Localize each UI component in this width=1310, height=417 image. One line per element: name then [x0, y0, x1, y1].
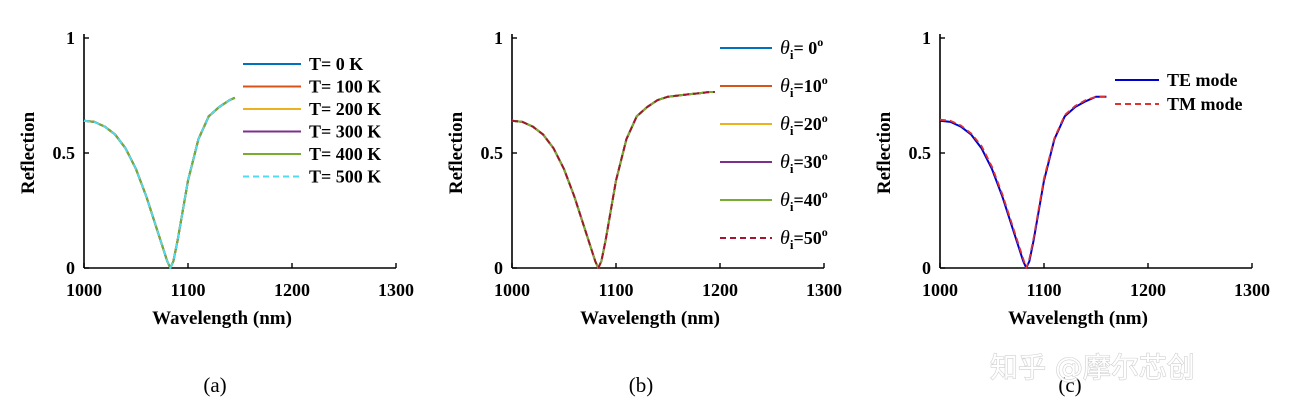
series-line [511, 91, 715, 269]
x-tick-label: 1000 [66, 280, 102, 300]
x-tick-label: 1200 [1130, 280, 1166, 300]
y-tick-label: 1 [494, 28, 503, 48]
y-tick-label: 0 [922, 258, 931, 278]
legend-label: T= 500 K [309, 167, 381, 187]
legend-label: T= 200 K [309, 99, 381, 119]
y-axis-label: Reflection [18, 111, 39, 194]
legend-label: θi= 0o [780, 35, 823, 62]
y-axis-label: Reflection [874, 111, 895, 194]
series-line [511, 91, 715, 269]
y-tick-label: 0 [66, 258, 75, 278]
x-tick-label: 1300 [1234, 280, 1270, 300]
y-tick-label: 0.5 [909, 143, 932, 163]
x-tick-label: 1000 [922, 280, 958, 300]
x-axis-label: Wavelength (nm) [152, 308, 292, 329]
x-tick-label: 1200 [274, 280, 310, 300]
series-line [511, 91, 715, 269]
y-tick-label: 0.5 [53, 143, 76, 163]
legend-label: θi=50o [780, 225, 828, 252]
series-line [939, 95, 1107, 269]
panel-caption: (b) [629, 373, 654, 397]
series-line [83, 96, 236, 269]
legend-label: θi=20o [780, 111, 828, 138]
x-tick-label: 1100 [170, 280, 205, 300]
y-tick-label: 0.5 [481, 143, 504, 163]
x-tick-label: 1200 [702, 280, 738, 300]
x-tick-label: 1000 [494, 280, 530, 300]
x-axis-label: Wavelength (nm) [1008, 308, 1148, 329]
y-axis-label: Reflection [446, 111, 467, 194]
series-line [83, 96, 236, 269]
legend-label: T= 400 K [309, 144, 381, 164]
panel-caption: (c) [1058, 373, 1081, 397]
legend-label: θi=40o [780, 187, 828, 214]
legend-label: T= 300 K [309, 122, 381, 142]
y-tick-label: 0 [494, 258, 503, 278]
series-line [83, 96, 236, 269]
legend-label: TM mode [1167, 94, 1243, 114]
panel-caption: (a) [203, 373, 226, 397]
series-line [83, 96, 236, 269]
series-line [83, 96, 236, 269]
legend-label: T= 100 K [309, 77, 381, 97]
panel-c: 1000 1100 1200 1300 0 0.5 1 Wavelength (nm) Refl… [874, 28, 1270, 397]
y-tick-label: 1 [66, 28, 75, 48]
x-tick-label: 1100 [598, 280, 633, 300]
panel-a: 1000 1100 1200 1300 0 0.5 1 Wavelength (nm) Refl… [18, 28, 414, 397]
x-axis-label: Wavelength (nm) [580, 308, 720, 329]
series-line [83, 96, 236, 269]
series-line [511, 91, 715, 269]
legend-label: θi=30o [780, 149, 828, 176]
legend-label: θi=10o [780, 73, 828, 100]
series-line [939, 95, 1107, 269]
x-tick-label: 1300 [806, 280, 842, 300]
legend-label: T= 0 K [309, 54, 363, 74]
series-line [511, 91, 715, 269]
watermark: 知乎 @摩尔芯创 [990, 351, 1195, 384]
series-line [511, 91, 715, 269]
x-tick-label: 1300 [378, 280, 414, 300]
x-tick-label: 1100 [1026, 280, 1061, 300]
panel-b: 1000 1100 1200 1300 0 0.5 1 Wavelength (nm) Refl… [446, 28, 842, 397]
y-tick-label: 1 [922, 28, 931, 48]
legend-label: TE mode [1167, 70, 1238, 90]
